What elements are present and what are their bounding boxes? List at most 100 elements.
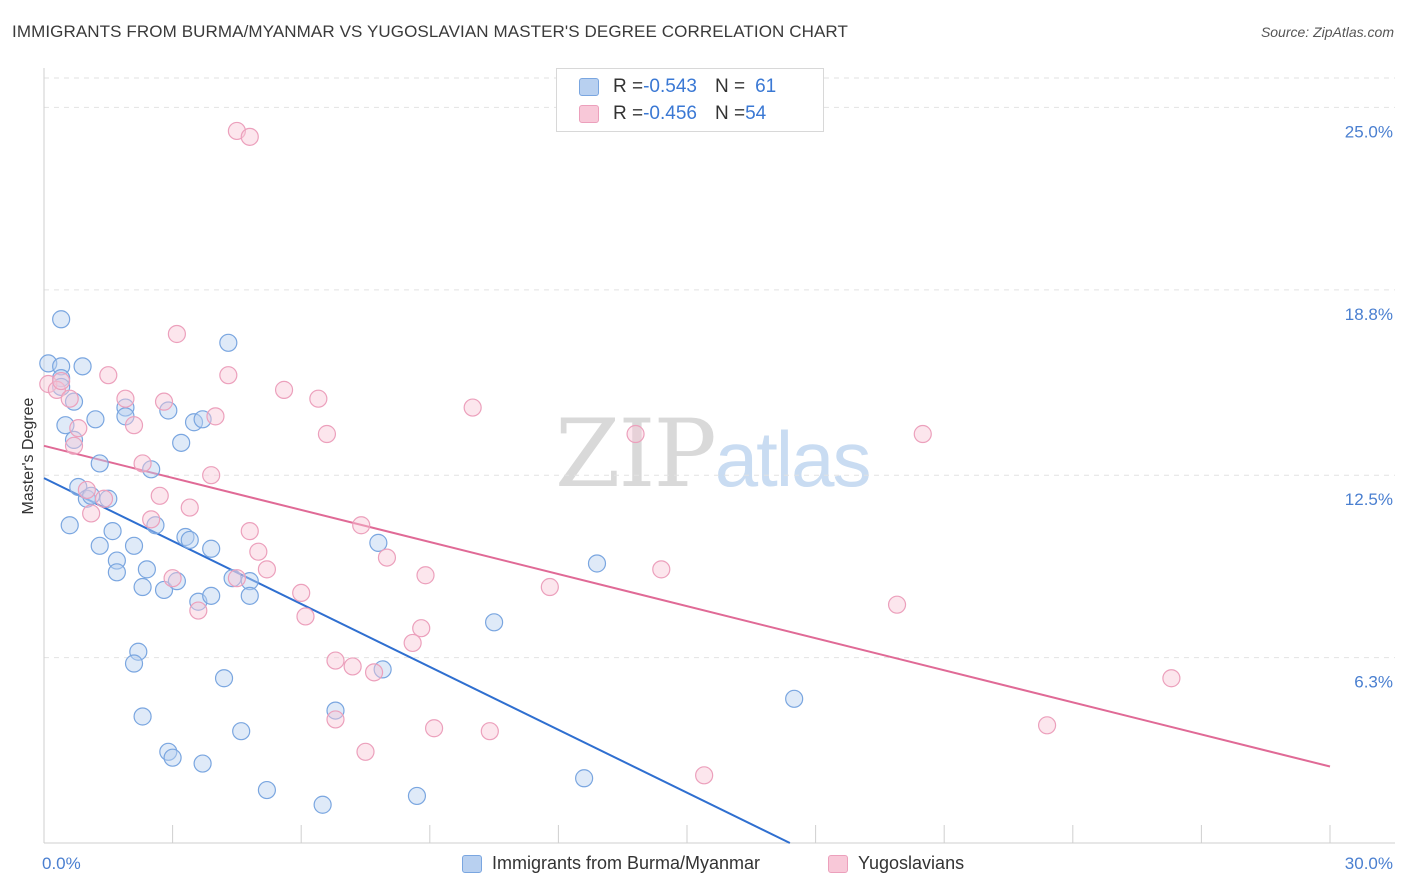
point-yugoslavian — [202, 466, 221, 485]
legend-label-yugoslavians: Yugoslavians — [858, 853, 965, 873]
legend-label-burma: Immigrants from Burma/Myanmar — [492, 853, 761, 873]
point-yugoslavian — [82, 504, 101, 523]
point-yugoslavian — [463, 398, 482, 417]
axes — [43, 68, 1395, 844]
point-yugoslavian — [77, 480, 96, 500]
point-yugoslavian — [296, 607, 315, 626]
point-burma — [485, 613, 504, 632]
point-yugoslavian — [47, 380, 66, 399]
point-burma — [180, 530, 199, 550]
point-burma — [202, 586, 221, 605]
point-burma — [219, 333, 238, 352]
point-yugoslavian — [403, 633, 422, 653]
point-yugoslavian — [377, 548, 397, 567]
point-burma — [90, 454, 109, 473]
point-yugoslavian — [69, 419, 88, 438]
point-yugoslavian — [309, 389, 328, 408]
point-yugoslavian — [219, 366, 238, 385]
point-burma — [369, 533, 388, 552]
blue-swatch — [579, 78, 599, 96]
point-burma — [64, 430, 84, 450]
point-burma — [60, 516, 79, 535]
y-tick-label: 25.0% — [1345, 122, 1393, 141]
point-burma — [785, 689, 804, 708]
point-yugoslavian — [99, 366, 118, 385]
point-yugoslavian — [540, 577, 559, 597]
point-burma — [133, 707, 152, 726]
point-yugoslavian — [142, 510, 161, 529]
legend-item-yugoslavians: Yugoslavians — [828, 853, 964, 874]
point-yugoslavian — [292, 583, 311, 603]
legend-item-burma: Immigrants from Burma/Myanmar — [462, 853, 760, 874]
point-burma — [240, 586, 259, 605]
point-yugoslavian — [412, 619, 431, 638]
point-burma — [257, 780, 277, 800]
point-yugoslavian — [695, 766, 714, 785]
point-burma — [172, 433, 191, 452]
point-yugoslavian — [116, 389, 135, 408]
point-yugoslavian — [1162, 669, 1181, 688]
point-yugoslavian — [343, 657, 362, 676]
point-yugoslavian — [480, 722, 499, 741]
point-yugoslavian — [167, 324, 186, 344]
point-burma — [103, 522, 122, 541]
watermark-zip: ZIP — [555, 400, 717, 509]
point-burma — [163, 748, 182, 767]
point-burma — [73, 357, 92, 376]
point-yugoslavian — [163, 569, 182, 588]
point-yugoslavian — [64, 436, 84, 455]
trend-line-burma — [43, 477, 791, 844]
y-tick-label: 6.3% — [1354, 673, 1393, 692]
point-yugoslavian — [154, 392, 174, 411]
point-burma — [107, 563, 126, 582]
point-burma — [193, 754, 212, 773]
point-yugoslavian — [52, 371, 71, 391]
point-yugoslavian — [124, 416, 144, 435]
point-yugoslavian — [150, 486, 169, 505]
point-burma — [202, 539, 221, 558]
point-burma — [124, 536, 144, 555]
point-yugoslavian — [249, 542, 268, 561]
point-yugoslavian — [887, 595, 907, 614]
y-axis-label: Master's Degree — [20, 397, 37, 514]
point-yugoslavian — [326, 710, 345, 729]
r-label: R = — [613, 103, 644, 124]
point-yugoslavian — [356, 742, 375, 761]
point-yugoslavian — [133, 454, 152, 473]
watermark-atlas: atlas — [714, 415, 872, 503]
point-yugoslavian — [364, 663, 384, 682]
point-yugoslavian — [274, 380, 294, 399]
point-yugoslavian — [189, 601, 208, 620]
r-label: R = — [613, 76, 644, 97]
point-burma — [223, 569, 242, 588]
point-yugoslavian — [206, 407, 225, 426]
series-legend: Immigrants from Burma/Myanmar Yugoslavia… — [0, 853, 1406, 877]
point-burma — [313, 795, 332, 814]
n-label: N = — [714, 76, 746, 97]
point-yugoslavian — [257, 560, 277, 579]
stats-legend-row-burma: R = -0.543 N = 61 — [579, 75, 776, 99]
point-burma — [159, 401, 178, 420]
y-tick-label: 12.5% — [1345, 490, 1393, 509]
point-yugoslavian — [416, 566, 435, 585]
point-yugoslavian — [227, 569, 246, 588]
trend-line-yugoslavians — [43, 444, 1331, 768]
tick-labels: 6.3% 12.5% 18.8% 25.0% 0.0% 30.0% Master's Deg… — [20, 122, 1393, 873]
point-burma — [86, 410, 105, 429]
data-points — [39, 121, 1181, 814]
point-yugoslavian — [317, 424, 337, 444]
point-burma — [232, 722, 251, 741]
point-yugoslavian — [240, 127, 259, 146]
x-tick-label: 30.0% — [1345, 854, 1393, 873]
source-label: Source: ZipAtlas.com — [1260, 24, 1394, 40]
point-yugoslavian — [913, 424, 932, 444]
blue-swatch — [462, 854, 482, 873]
point-yugoslavian — [626, 424, 645, 444]
point-yugoslavian — [180, 498, 199, 517]
point-yugoslavian — [424, 719, 444, 738]
point-burma — [587, 554, 607, 573]
point-yugoslavian — [1037, 716, 1057, 735]
n-value: 61 — [755, 76, 777, 97]
point-yugoslavian — [240, 522, 259, 541]
